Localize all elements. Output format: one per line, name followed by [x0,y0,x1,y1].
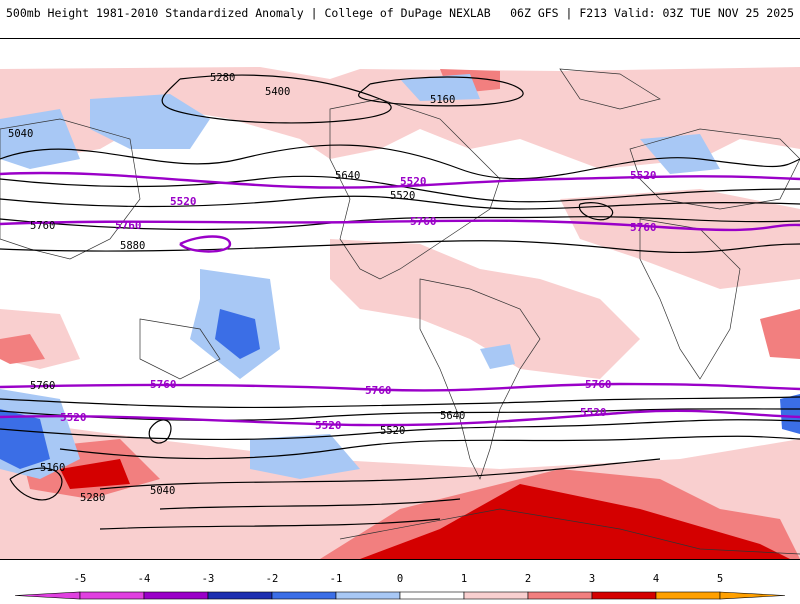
contour-label: 5160 [430,94,455,106]
highlight-label: 5760 [410,215,437,228]
contour-label: 5280 [80,492,105,504]
colorbar-svg: -5 -4 -3 -2 -1 0 1 2 3 4 5 [14,573,786,600]
header-bar: 500mb Height 1981-2010 Standardized Anom… [0,0,800,30]
colorbar-left-arrow [14,591,81,600]
colorbar-tick-label: 1 [461,573,467,585]
colorbar-tick-label: -3 [202,573,215,585]
highlight-label-layer: 5520 5520 5520 5760 5760 5760 5760 5760 … [60,169,657,432]
colorbar-swatch [207,591,273,600]
highlight-label: 5520 [580,406,607,419]
contour-label: 5760 [30,380,55,392]
colorbar-swatch [143,591,209,600]
colorbar-swatch [271,591,337,600]
negative-anomaly-shading [0,74,800,479]
highlight-label: 5760 [365,384,392,397]
colorbar-swatches [14,591,786,600]
contour-label: 5640 [440,410,465,422]
colorbar-swatch [463,591,529,600]
colorbar-swatch [79,591,145,600]
colorbar-tick-label: -4 [138,573,151,585]
colorbar-tick-label: 4 [653,573,659,585]
colorbar-swatch [527,591,593,600]
colorbar-tick-label: 5 [717,573,723,585]
contour-label: 5280 [210,72,235,84]
contour-label: 5880 [120,240,145,252]
colorbar-tick-labels: -5 -4 -3 -2 -1 0 1 2 3 4 5 [74,573,723,585]
contour-label: 5760 [30,220,55,232]
model-run-info: 06Z GFS | F213 Valid: 03Z TUE NOV 25 202… [510,6,794,20]
colorbar-swatch [399,591,465,600]
contour-label: 5040 [8,128,33,140]
colorbar-tick-label: -2 [266,573,279,585]
highlight-label: 5520 [170,195,197,208]
contour-label: 5400 [265,86,290,98]
height-contours [0,74,800,530]
highlight-label: 5760 [630,221,657,234]
highlight-label: 5520 [315,419,342,432]
colorbar-swatch [335,591,401,600]
highlight-label: 5760 [150,378,177,391]
highlight-label: 5760 [585,378,612,391]
highlight-label: 5520 [400,175,427,188]
highlight-label: 5760 [115,219,142,232]
contour-label: 5640 [335,170,360,182]
highlighted-contours [0,171,800,427]
global-map: 5280 5400 5160 5040 5640 5520 5760 5880 … [0,38,800,560]
colorbar: -5 -4 -3 -2 -1 0 1 2 3 4 5 [0,570,800,600]
highlight-label: 5520 [630,169,657,182]
colorbar-right-arrow [719,591,786,600]
colorbar-tick-label: -1 [330,573,343,585]
colorbar-tick-label: 3 [589,573,595,585]
colorbar-swatch [655,591,721,600]
contour-label: 5520 [390,190,415,202]
colorbar-tick-label: -5 [74,573,87,585]
contour-label: 5520 [380,425,405,437]
contour-label: 5160 [40,462,65,474]
colorbar-tick-label: 2 [525,573,531,585]
highlight-label: 5520 [60,411,87,424]
positive-anomaly-shading [0,67,800,559]
colorbar-swatch [591,591,657,600]
map-title: 500mb Height 1981-2010 Standardized Anom… [6,6,491,20]
colorbar-tick-label: 0 [397,573,403,585]
contour-label-layer: 5280 5400 5160 5040 5640 5520 5760 5880 … [8,72,465,504]
map-svg: 5280 5400 5160 5040 5640 5520 5760 5880 … [0,67,800,559]
contour-label: 5040 [150,485,175,497]
coastlines [0,68,800,555]
